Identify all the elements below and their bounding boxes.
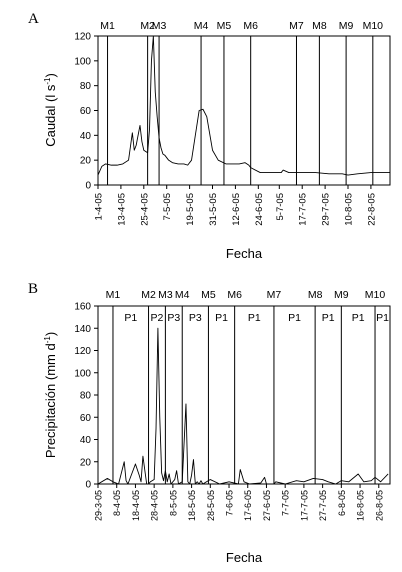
panel-label-b: B xyxy=(28,281,38,297)
y-tick-label-a: 100 xyxy=(74,56,91,67)
period-label-b: P1 xyxy=(322,312,335,324)
marker-label-a: M1 xyxy=(100,20,115,32)
y-tick-label-a: 120 xyxy=(74,32,91,43)
period-label-b: P1 xyxy=(215,312,228,324)
marker-label-a: M2 xyxy=(140,20,155,32)
y-tick-label-b: 60 xyxy=(80,413,92,424)
x-axis-title-a: Fecha xyxy=(226,246,263,261)
period-label-b: P1 xyxy=(288,312,301,324)
period-label-b: P3 xyxy=(167,312,180,324)
marker-label-b: M1 xyxy=(106,289,121,301)
series-line-a xyxy=(97,35,390,176)
marker-label-a: M4 xyxy=(194,20,209,32)
marker-label-b: M9 xyxy=(334,289,349,301)
x-tick-label-a: 10-8-05 xyxy=(344,193,355,226)
y-tick-label-b: 80 xyxy=(80,391,92,402)
x-tick-label-a: 7-5-05 xyxy=(162,193,173,220)
chart-panel-a: A 0 20 40 60 80 100 120 1-4-05 13-4-05 25-4-05 7-5-… xyxy=(28,11,391,261)
plot-frame-b xyxy=(97,305,391,485)
marker-label-a: M7 xyxy=(289,20,304,32)
marker-label-b: M4 xyxy=(175,289,190,301)
y-tick-label-a: 80 xyxy=(80,81,92,92)
x-tick-label-b: 17-6-05 xyxy=(243,490,253,521)
x-tick-label-a: 22-8-05 xyxy=(366,193,377,226)
marker-label-b: M7 xyxy=(267,289,282,301)
y-axis-title-main-a: Caudal (l s xyxy=(43,84,58,147)
x-tick-label-b: 8-4-05 xyxy=(112,490,122,516)
y-axis-title-superscript-a: -1 xyxy=(43,77,52,85)
x-tick-label-a: 31-5-05 xyxy=(208,193,219,226)
y-tick-label-a: 20 xyxy=(80,156,92,167)
period-label-b: P2 xyxy=(151,312,164,324)
x-tick-label-b: 28-4-05 xyxy=(150,490,160,521)
y-axis-title-superscript-b: -1 xyxy=(43,336,52,344)
period-label-b: P3 xyxy=(189,312,202,324)
y-tick-label-a: 60 xyxy=(80,106,92,117)
x-tick-label-b: 7-6-05 xyxy=(225,490,235,516)
x-tick-label-b: 26-8-05 xyxy=(374,490,384,521)
marker-label-b: M10 xyxy=(365,289,386,301)
y-tick-label-a: 40 xyxy=(80,131,92,142)
x-tick-label-a: 25-4-05 xyxy=(139,193,150,226)
x-tick-label-b: 28-5-05 xyxy=(206,490,216,521)
x-tick-label-b: 29-3-05 xyxy=(94,490,104,521)
x-tick-label-a: 13-4-05 xyxy=(116,193,127,226)
y-tick-label-b: 20 xyxy=(80,457,92,468)
marker-label-b: M2 xyxy=(141,289,156,301)
series-line-b xyxy=(97,327,389,485)
marker-label-a: M10 xyxy=(363,20,384,32)
marker-label-a: M5 xyxy=(217,20,232,32)
x-tick-label-b: 27-7-05 xyxy=(318,490,328,521)
y-axis-title-end-a: ) xyxy=(43,73,58,77)
y-axis-title-end-b: ) xyxy=(43,332,58,336)
marker-label-b: M8 xyxy=(308,289,323,301)
chart-panel-b: B 0 20 40 60 80 100 120 140 160 29-3-05 8-4-05 18-4-… xyxy=(28,281,391,565)
x-tick-label-b: 6-8-05 xyxy=(337,490,347,516)
y-axis-title-b: Precipitación (mm d-1) xyxy=(43,332,58,458)
y-tick-label-a: 0 xyxy=(85,181,91,192)
y-tick-label-b: 120 xyxy=(74,346,91,357)
marker-label-b: M5 xyxy=(201,289,216,301)
x-tick-label-b: 17-7-05 xyxy=(299,490,309,521)
x-tick-label-b: 8-5-05 xyxy=(168,490,178,516)
x-tick-label-a: 29-7-05 xyxy=(321,193,332,226)
panel-label-a: A xyxy=(28,11,39,27)
period-label-b: P1 xyxy=(376,312,389,324)
period-label-b: P1 xyxy=(124,312,137,324)
y-axis-title-a: Caudal (l s-1) xyxy=(43,73,58,147)
x-axis-title-b: Fecha xyxy=(226,550,263,565)
x-tick-label-b: 18-5-05 xyxy=(187,490,197,521)
x-tick-label-b: 18-4-05 xyxy=(131,490,141,521)
x-tick-label-a: 17-7-05 xyxy=(298,193,309,226)
marker-label-a: M9 xyxy=(339,20,354,32)
x-tick-label-a: 24-6-05 xyxy=(254,193,265,226)
marker-label-b: M6 xyxy=(227,289,242,301)
x-tick-label-a: 19-5-05 xyxy=(185,193,196,226)
x-tick-label-b: 27-6-05 xyxy=(262,490,272,521)
x-tick-label-a: 12-6-05 xyxy=(231,193,242,226)
marker-label-b: M3 xyxy=(158,289,173,301)
y-tick-label-b: 0 xyxy=(85,480,91,491)
marker-label-a: M8 xyxy=(312,20,327,32)
marker-label-a: M3 xyxy=(152,20,167,32)
x-tick-label-b: 7-7-05 xyxy=(281,490,291,516)
marker-label-a: M6 xyxy=(243,20,258,32)
period-label-b: P1 xyxy=(352,312,365,324)
y-tick-label-b: 160 xyxy=(74,302,91,313)
y-tick-label-b: 100 xyxy=(74,368,91,379)
y-tick-label-b: 40 xyxy=(80,435,92,446)
x-tick-label-a: 1-4-05 xyxy=(94,193,105,220)
y-axis-title-main-b: Precipitación (mm d xyxy=(43,343,58,458)
period-label-b: P1 xyxy=(248,312,261,324)
x-tick-label-a: 5-7-05 xyxy=(275,193,286,220)
y-tick-label-b: 140 xyxy=(74,324,91,335)
x-tick-label-b: 16-8-05 xyxy=(356,490,366,521)
